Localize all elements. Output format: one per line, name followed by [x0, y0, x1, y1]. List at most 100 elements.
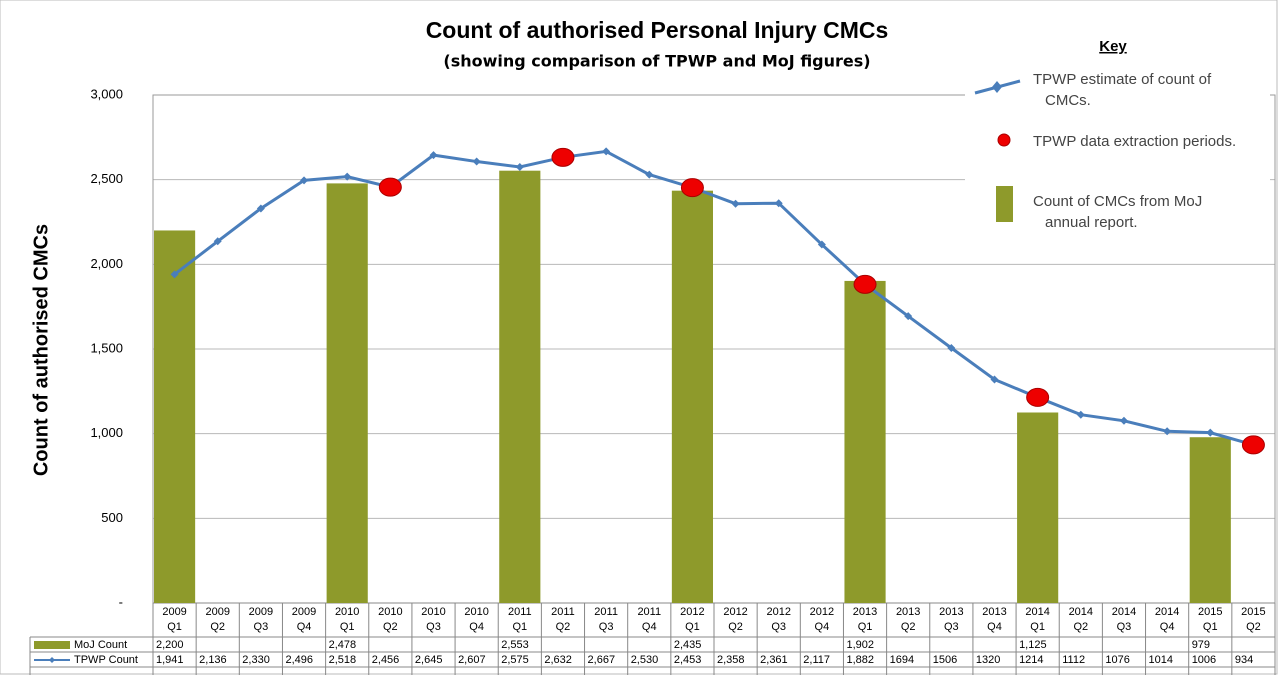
x-tick-label: Q2	[383, 621, 398, 633]
table-value: 2,496	[285, 654, 313, 666]
x-tick-label: Q4	[987, 621, 1002, 633]
table-value: 2,530	[631, 654, 659, 666]
x-tick-label: Q3	[599, 621, 614, 633]
x-tick-label: Q3	[944, 621, 959, 633]
bar	[154, 230, 196, 603]
x-tick-label: Q4	[642, 621, 657, 633]
table-value: 2,330	[242, 654, 270, 666]
x-tick-label: Q3	[1117, 621, 1132, 633]
bar	[844, 280, 886, 603]
y-tick-label: 1,500	[90, 340, 123, 355]
x-tick-label: 2014	[1155, 606, 1179, 618]
x-tick-label: Q4	[469, 621, 484, 633]
extraction-dot	[378, 177, 402, 197]
y-axis-label: Count of authorised CMCs	[30, 224, 52, 476]
x-tick-label: 2012	[766, 606, 790, 618]
x-tick-label: Q1	[512, 621, 527, 633]
legend-label: TPWP estimate of count of CMCs.	[1033, 71, 1212, 109]
table-value: 1014	[1149, 654, 1173, 666]
table-legend-marker	[49, 657, 55, 663]
line-marker	[1076, 410, 1085, 419]
bar	[499, 170, 541, 603]
x-tick-label: Q3	[771, 621, 786, 633]
chart-subtitle: (showing comparison of TPWP and MoJ figu…	[443, 52, 870, 71]
bar	[671, 190, 713, 603]
line-marker	[1119, 416, 1128, 425]
line-marker	[602, 147, 611, 156]
extraction-dot	[1026, 387, 1050, 407]
table-row-label: TPWP Count	[74, 654, 138, 666]
line-marker	[515, 162, 524, 171]
x-tick-label: 2010	[335, 606, 359, 618]
table-value: 2,358	[717, 654, 745, 666]
line-marker	[429, 151, 438, 160]
legend-box	[965, 45, 1270, 250]
x-tick-label: Q3	[254, 621, 269, 633]
table-row-label: MoJ Count	[74, 639, 127, 651]
extraction-dot	[551, 147, 575, 167]
x-tick-label: Q1	[1203, 621, 1218, 633]
x-tick-label: 2011	[637, 606, 661, 618]
line-marker	[300, 176, 309, 185]
table-value: 1506	[933, 654, 957, 666]
x-tick-label: Q2	[1073, 621, 1088, 633]
line-marker	[645, 170, 654, 179]
x-tick-label: Q4	[297, 621, 312, 633]
legend-marker	[992, 81, 1002, 93]
extraction-dot	[853, 274, 877, 294]
table-legend-swatch	[34, 641, 70, 649]
legend-label: TPWP data extraction periods.	[1033, 133, 1236, 150]
line-marker	[904, 312, 913, 321]
x-tick-label: 2009	[249, 606, 273, 618]
line-marker	[472, 157, 481, 166]
table-value: 1006	[1192, 654, 1216, 666]
table-value: 2,136	[199, 654, 227, 666]
x-tick-label: 2012	[810, 606, 834, 618]
x-tick-label: Q2	[728, 621, 743, 633]
table-value: 1320	[976, 654, 1000, 666]
x-tick-label: 2013	[853, 606, 877, 618]
line-marker	[731, 199, 740, 208]
table-value: 2,518	[329, 654, 357, 666]
table-value: 1,882	[846, 654, 874, 666]
x-tick-label: Q2	[210, 621, 225, 633]
table-value: 2,575	[501, 654, 529, 666]
x-tick-label: 2012	[723, 606, 747, 618]
x-tick-label: 2010	[378, 606, 402, 618]
extraction-dot	[1241, 435, 1265, 455]
line-marker	[213, 237, 222, 246]
y-tick-label: 2,000	[90, 256, 123, 271]
x-tick-label: 2011	[594, 606, 618, 618]
y-tick-label: 1,000	[90, 425, 123, 440]
line	[173, 149, 1254, 447]
line-marker	[774, 199, 783, 208]
x-tick-label: 2012	[680, 606, 704, 618]
x-tick-label: 2010	[464, 606, 488, 618]
table-value: 2,645	[415, 654, 443, 666]
x-tick-label: Q4	[1160, 621, 1175, 633]
x-tick-label: Q1	[340, 621, 355, 633]
y-tick-label: 3,000	[90, 86, 123, 101]
x-tick-label: 2015	[1198, 606, 1222, 618]
table-value: 1,941	[156, 654, 184, 666]
line-marker	[1163, 427, 1172, 436]
x-tick-label: 2014	[1112, 606, 1136, 618]
table-value: 2,553	[501, 639, 529, 651]
x-tick-label: Q1	[858, 621, 873, 633]
y-tick-label: 500	[101, 510, 123, 525]
table-value: 2,117	[803, 654, 830, 666]
table-value: 2,667	[588, 654, 616, 666]
x-tick-label: 2009	[292, 606, 316, 618]
x-tick-label: Q2	[556, 621, 571, 633]
table-value: 1112	[1062, 654, 1085, 666]
line-marker	[947, 343, 956, 352]
bar	[1189, 437, 1231, 603]
x-tick-label: Q1	[685, 621, 700, 633]
y-tick-label: -	[119, 594, 123, 609]
table-value: 1076	[1105, 654, 1129, 666]
x-tick-label: 2015	[1241, 606, 1265, 618]
x-tick-label: Q1	[167, 621, 182, 633]
table-value: 979	[1192, 639, 1210, 651]
line-marker	[990, 375, 999, 384]
